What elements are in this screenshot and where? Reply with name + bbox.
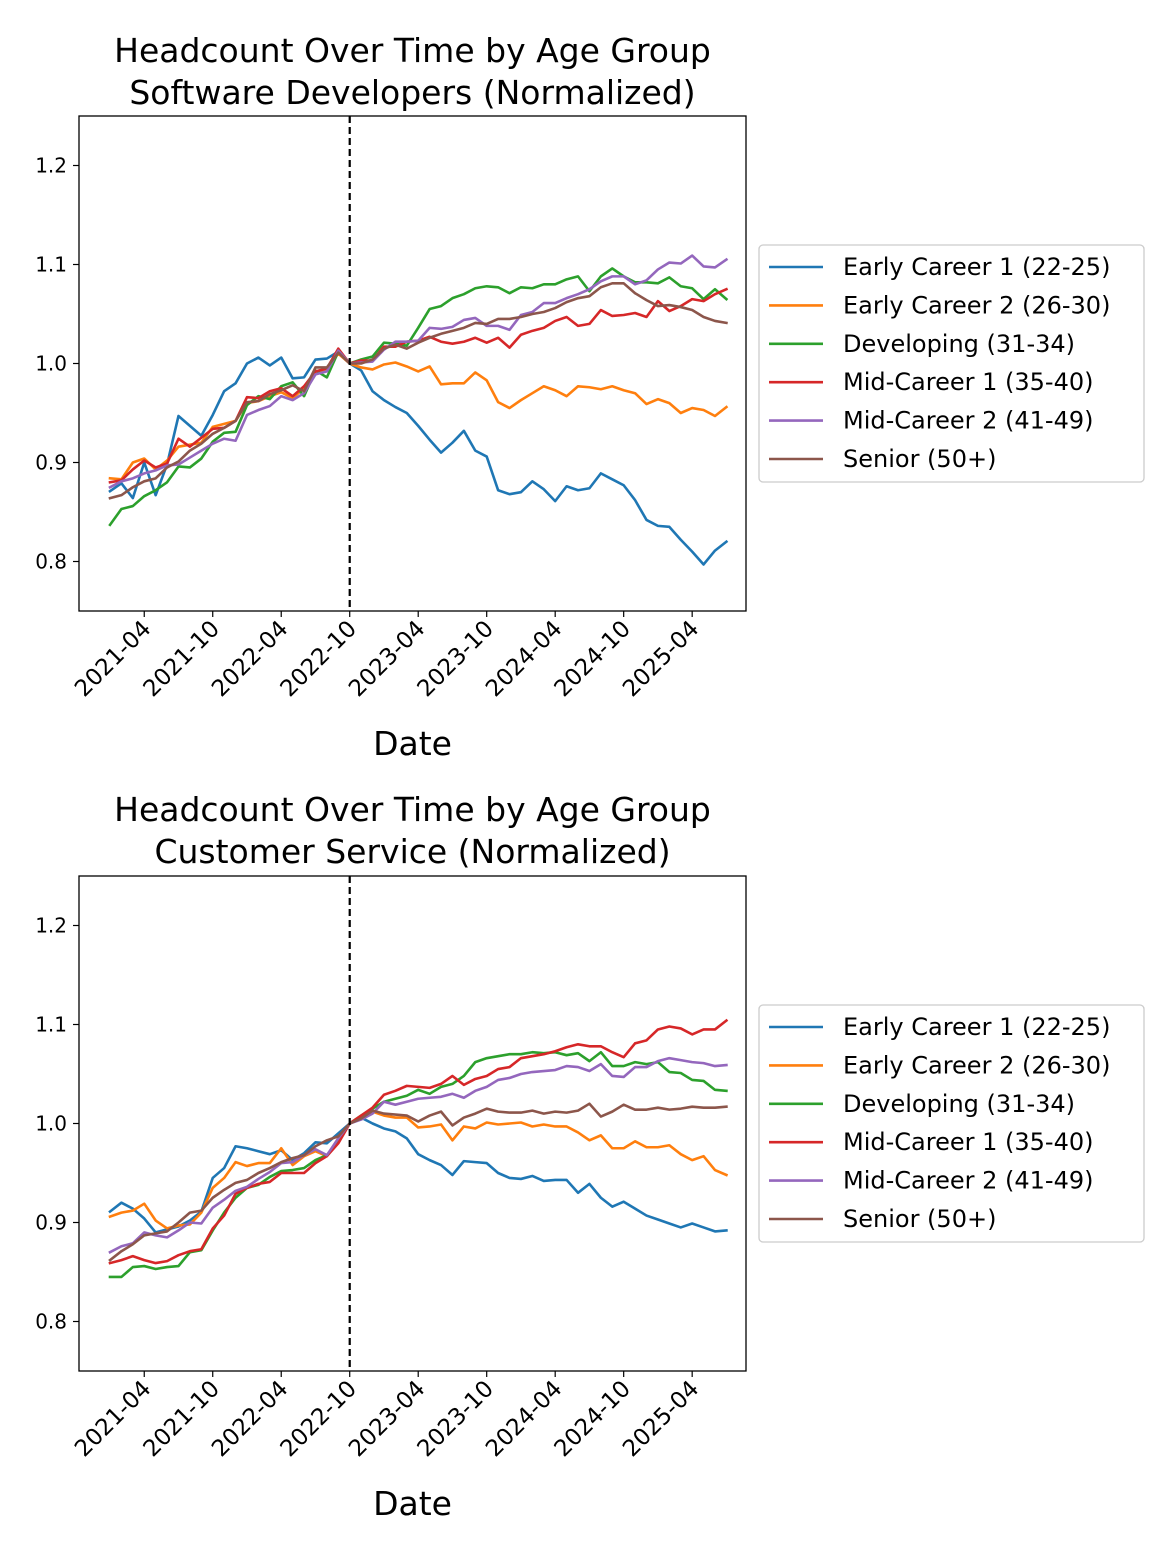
legend: Early Career 1 (22-25) Early Career 2 (26… xyxy=(758,1004,1145,1243)
series-line-4 xyxy=(108,1018,729,1265)
legend-entry: Early Career 1 (22-25) xyxy=(843,253,1110,281)
y-tick-label: 1.1 xyxy=(35,1013,67,1037)
chart-title: Headcount Over Time by Age Group xyxy=(114,790,711,829)
legend-entry: Mid-Career 2 (41-49) xyxy=(843,407,1093,435)
plot-frame xyxy=(78,115,747,612)
y-tick-label: 1.1 xyxy=(35,253,67,277)
series-line-1 xyxy=(108,350,729,566)
series-line-5 xyxy=(108,254,729,490)
legend-entry: Senior (50+) xyxy=(843,1205,996,1233)
chart-subtitle: Customer Service (Normalized) xyxy=(154,832,670,871)
legend-entry: Early Career 2 (26-30) xyxy=(843,291,1110,319)
legend-entry: Early Career 1 (22-25) xyxy=(843,1013,1110,1041)
y-tick-label: 1.0 xyxy=(35,352,67,376)
y-tick-label: 0.9 xyxy=(35,1211,67,1235)
series-line-1 xyxy=(108,1116,728,1234)
series-line-2 xyxy=(108,1110,729,1230)
legend-box xyxy=(758,244,1145,483)
y-tick-label: 1.0 xyxy=(35,1112,67,1136)
legend-entry: Developing (31-34) xyxy=(843,330,1075,358)
chart-title: Headcount Over Time by Age Group xyxy=(114,31,711,70)
series-line-4 xyxy=(108,287,729,484)
series-line-3 xyxy=(108,267,729,527)
chart-panel-1: Headcount Over Time by Age GroupSoftware… xyxy=(35,31,1145,763)
legend-entry: Mid-Career 1 (35-40) xyxy=(843,1128,1093,1156)
series-line-6 xyxy=(108,1102,728,1262)
x-axis-label: Date xyxy=(373,724,452,763)
legend-entry: Senior (50+) xyxy=(843,445,996,473)
x-tick-label: 2025-04 xyxy=(618,616,704,702)
legend-entry: Mid-Career 2 (41-49) xyxy=(843,1167,1093,1195)
series-line-6 xyxy=(108,282,728,500)
legend-box xyxy=(758,1004,1145,1243)
legend-entry: Early Career 2 (26-30) xyxy=(843,1051,1110,1079)
chart-panel-2: Headcount Over Time by Age GroupCustomer… xyxy=(35,790,1145,1523)
series-lines xyxy=(108,254,729,566)
x-tick-label: 2025-04 xyxy=(618,1376,704,1462)
y-tick-label: 0.8 xyxy=(35,1310,67,1334)
series-line-2 xyxy=(108,352,729,481)
y-tick-label: 0.8 xyxy=(35,550,67,574)
legend-entry: Mid-Career 1 (35-40) xyxy=(843,368,1093,396)
y-tick-label: 1.2 xyxy=(35,914,67,938)
y-tick-label: 1.2 xyxy=(35,154,67,178)
chart-subtitle: Software Developers (Normalized) xyxy=(129,73,695,112)
y-tick-label: 0.9 xyxy=(35,451,67,475)
series-lines xyxy=(108,1018,729,1279)
x-axis-label: Date xyxy=(373,1484,452,1523)
series-line-5 xyxy=(108,1056,728,1254)
legend-entry: Developing (31-34) xyxy=(843,1090,1075,1118)
legend: Early Career 1 (22-25) Early Career 2 (26… xyxy=(758,244,1145,483)
